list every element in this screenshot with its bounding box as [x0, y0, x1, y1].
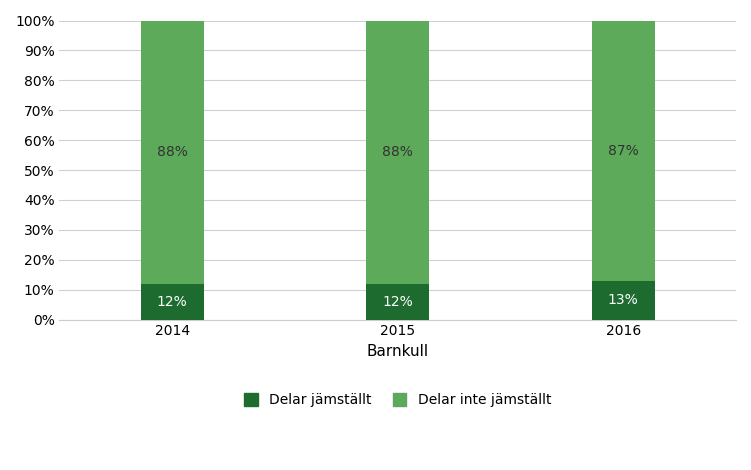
X-axis label: Barnkull: Barnkull [366, 344, 429, 359]
Bar [140, 284, 204, 320]
Bar [592, 21, 655, 281]
Bar [366, 284, 430, 320]
Legend: Delar jämställt, Delar inte jämställt: Delar jämställt, Delar inte jämställt [237, 386, 558, 414]
Text: 13%: 13% [608, 293, 638, 307]
Text: 87%: 87% [608, 144, 638, 157]
Text: 12%: 12% [157, 295, 188, 309]
Text: 88%: 88% [157, 145, 188, 159]
Bar [366, 21, 430, 284]
Bar [140, 21, 204, 284]
Text: 88%: 88% [382, 145, 413, 159]
Text: 12%: 12% [382, 295, 413, 309]
Bar [592, 281, 655, 320]
